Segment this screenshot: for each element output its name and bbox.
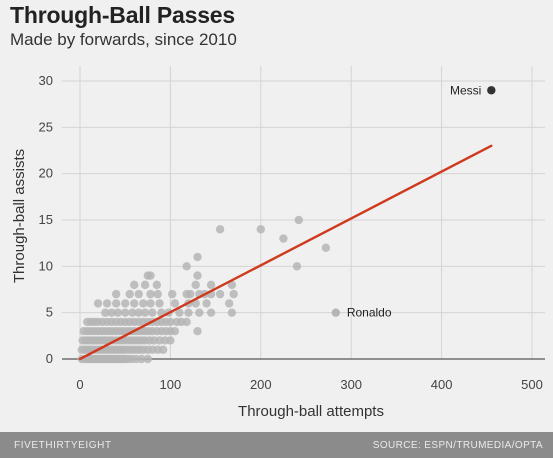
x-tick-label: 300 [340, 377, 362, 392]
data-point [155, 299, 164, 308]
data-point [166, 336, 175, 345]
data-point [184, 308, 193, 317]
y-tick-label: 10 [39, 258, 53, 273]
data-point [130, 280, 139, 290]
data-point [195, 308, 204, 317]
data-point [206, 280, 216, 290]
data-point [139, 299, 148, 308]
data-point [191, 280, 200, 290]
data-point [111, 289, 121, 299]
data-point [294, 215, 303, 225]
data-point [134, 289, 143, 299]
data-point [193, 252, 202, 262]
data-point [175, 308, 184, 317]
data-point [170, 299, 180, 308]
data-point [143, 354, 152, 364]
trend-line-group [78, 144, 493, 361]
data-point [202, 299, 211, 308]
data-point [146, 299, 155, 308]
data-point [193, 327, 202, 336]
data-point [166, 317, 175, 327]
data-point [152, 280, 162, 290]
data-point [168, 289, 177, 299]
x-tick-label: 200 [250, 377, 272, 392]
data-point [186, 289, 195, 299]
annotation-label: Messi [450, 83, 481, 97]
data-point [128, 308, 137, 317]
highlighted-point [487, 86, 496, 95]
data-point [148, 308, 157, 317]
data-point [206, 308, 216, 317]
data-point [158, 345, 168, 354]
data-point [193, 271, 202, 280]
data-point [130, 299, 139, 308]
data-point [146, 289, 155, 299]
data-point [224, 299, 234, 308]
y-tick-label: 20 [39, 166, 53, 181]
data-point [227, 308, 237, 317]
data-point [101, 308, 110, 317]
y-tick-label: 25 [39, 119, 53, 134]
data-point [227, 280, 237, 290]
data-point [153, 289, 162, 299]
annotated-point [331, 308, 341, 317]
scatter-chart: Messi Ronaldo 0 100 200 300 400 500 0 5 10 15 20 25 3… [11, 66, 545, 420]
footer-source: SOURCE: ESPN/TRUMEDIA/OPTA [372, 440, 543, 451]
data-point [93, 299, 103, 308]
y-tick-label: 0 [46, 351, 53, 366]
y-tick-label: 5 [46, 305, 53, 320]
data-point [292, 262, 302, 271]
y-tick-label: 30 [39, 73, 53, 88]
y-tick-label: 15 [39, 212, 53, 227]
tick-labels: 0 100 200 300 400 500 0 5 10 15 20 25 30 [39, 73, 543, 392]
data-point [134, 308, 143, 317]
x-tick-label: 100 [160, 377, 182, 392]
data-point [279, 234, 288, 243]
x-tick-label: 0 [76, 377, 83, 392]
data-point [229, 289, 238, 299]
data-point [107, 308, 116, 317]
annotations: Messi Ronaldo [331, 83, 496, 320]
data-point [215, 289, 225, 299]
data-point [321, 243, 331, 252]
data-point [137, 354, 146, 364]
chart-title: Through-Ball Passes [10, 2, 235, 28]
data-point [121, 308, 130, 317]
data-point [215, 225, 225, 234]
data-point [125, 289, 134, 299]
data-point [140, 280, 150, 290]
chart-subtitle: Made by forwards, since 2010 [10, 30, 237, 49]
data-points [77, 215, 331, 364]
x-tick-label: 400 [431, 377, 453, 392]
data-point [256, 225, 265, 234]
y-axis-title: Through-ball assists [11, 149, 28, 283]
x-tick-label: 500 [521, 377, 543, 392]
trend-line [78, 144, 493, 361]
grid-lines [62, 66, 545, 360]
x-axis-title: Through-ball attempts [238, 403, 384, 420]
data-point [182, 317, 191, 327]
data-point [121, 299, 130, 308]
data-point [170, 327, 180, 336]
data-point [182, 262, 191, 271]
footer-bar: FIVETHIRTYEIGHT SOURCE: ESPN/TRUMEDIA/OP… [0, 432, 553, 458]
data-point [111, 299, 121, 308]
data-point [146, 271, 155, 280]
data-point [102, 299, 112, 308]
annotation-label: Ronaldo [347, 306, 392, 320]
footer-brand: FIVETHIRTYEIGHT [14, 440, 112, 451]
data-point [113, 308, 123, 317]
data-point [140, 308, 150, 317]
